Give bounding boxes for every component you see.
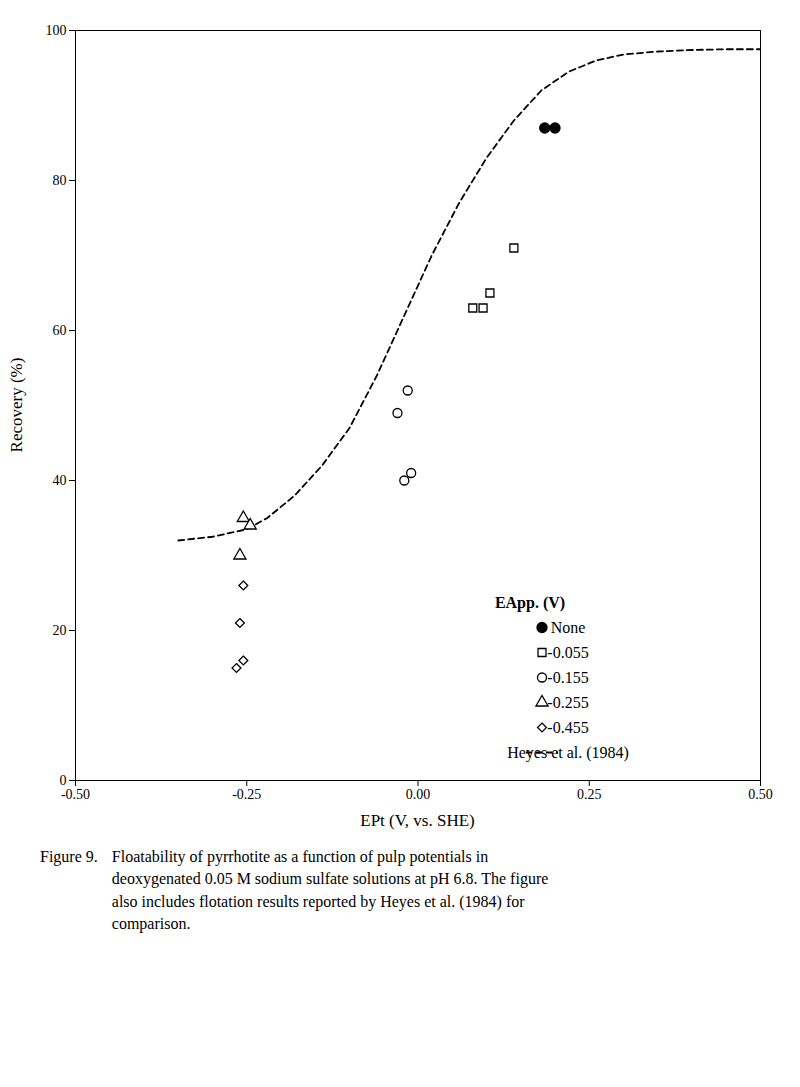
svg-text:-0.155: -0.155 — [547, 669, 588, 686]
svg-text:EPt (V, vs. SHE): EPt (V, vs. SHE) — [360, 811, 474, 830]
svg-text:None: None — [551, 619, 586, 636]
svg-text:40: 40 — [53, 473, 67, 488]
html-text:Figure 9.: Figure 9. — [40, 848, 98, 865]
svg-text:-0.25: -0.25 — [232, 787, 261, 802]
html-text:Floatability of pyrrhotite as: Floatability of pyrrhotite as a function… — [111, 848, 549, 933]
svg-text:100: 100 — [46, 23, 67, 38]
svg-text:-0.255: -0.255 — [547, 694, 588, 711]
svg-text:0: 0 — [60, 773, 67, 788]
svg-text:-0.055: -0.055 — [547, 644, 588, 661]
svg-text:Recovery (%): Recovery (%) — [7, 358, 26, 453]
svg-text:0.25: 0.25 — [577, 787, 602, 802]
svg-text:80: 80 — [53, 173, 67, 188]
svg-text:-0.50: -0.50 — [61, 787, 90, 802]
svg-text:EApp. (V): EApp. (V) — [495, 594, 565, 612]
svg-text:0.50: 0.50 — [748, 787, 773, 802]
svg-text:0.00: 0.00 — [406, 787, 431, 802]
svg-text:60: 60 — [53, 323, 67, 338]
svg-text:-0.455: -0.455 — [547, 719, 588, 736]
svg-text:20: 20 — [53, 623, 67, 638]
svg-text:Heyes et al. (1984): Heyes et al. (1984) — [507, 744, 629, 762]
